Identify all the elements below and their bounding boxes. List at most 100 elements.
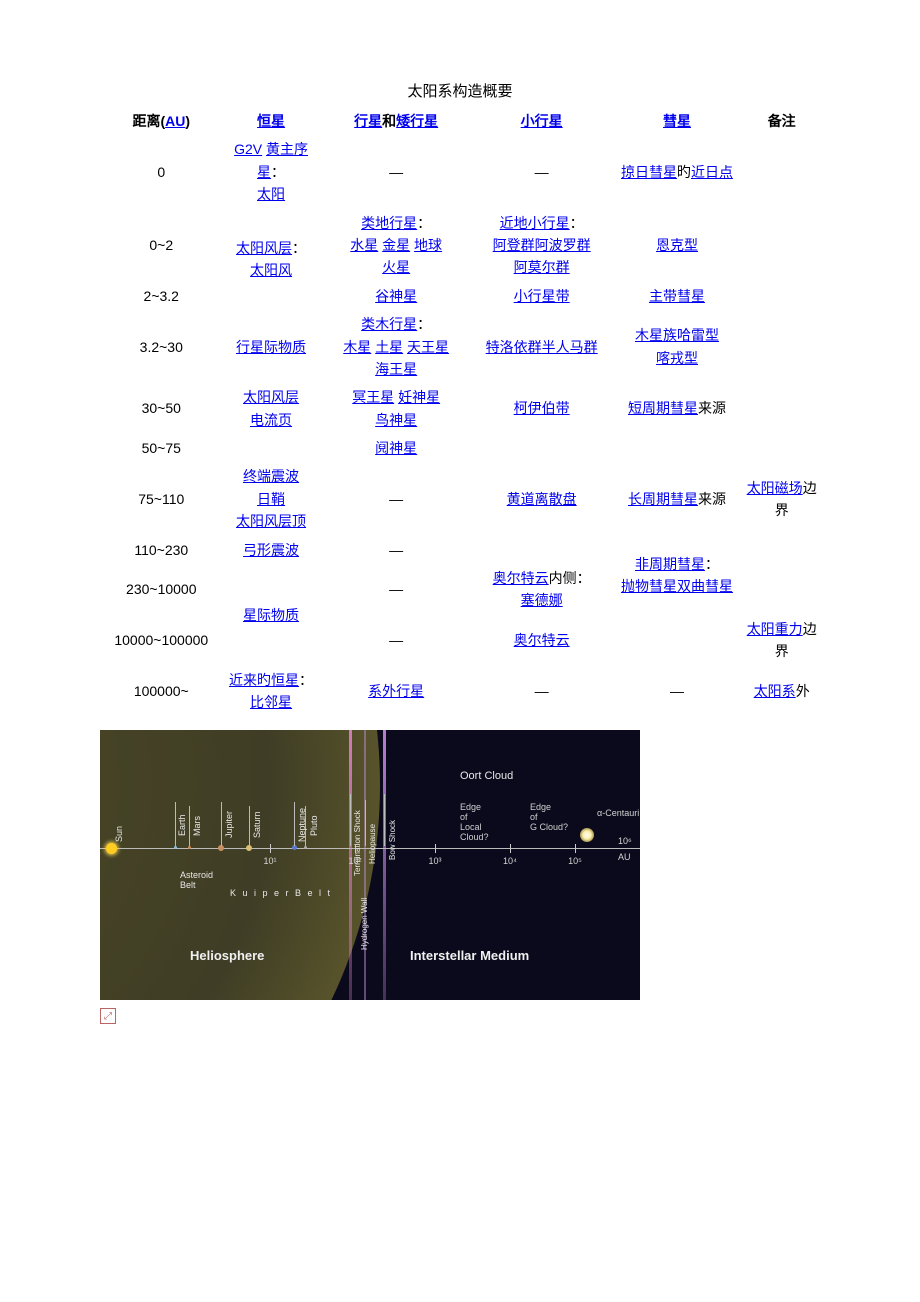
cell-planet: — (320, 536, 473, 564)
link-chiron[interactable]: 喀戎型 (656, 350, 698, 366)
link-earth[interactable]: 地球 (414, 237, 442, 253)
link-ceres[interactable]: 谷神星 (375, 288, 417, 304)
page-title: 太阳系构造概要 (100, 80, 820, 101)
link-nonperiodic[interactable]: 非周期彗星 (635, 556, 705, 572)
link-current-sheet[interactable]: 电流页 (250, 412, 292, 428)
link-long-period[interactable]: 长周期彗星 (628, 491, 698, 507)
cell-distance: 10000~100000 (100, 615, 223, 666)
txt: 内侧： (549, 570, 591, 586)
cell-note (743, 209, 820, 282)
link-bow-shock[interactable]: 弓形震波 (243, 542, 299, 558)
link-neptune[interactable]: 海王星 (375, 361, 417, 377)
cell-comet: 短周期彗星来源 (611, 383, 744, 434)
link-aten[interactable]: 阿登群 (493, 237, 535, 253)
cell-comet: — (611, 666, 744, 717)
link-pluto[interactable]: 冥王星 (352, 389, 394, 405)
diagram-container: Sun Earth Mars Jupiter Saturn Neptune Pl… (100, 730, 640, 1024)
link-yellow-ms[interactable]: 黄主序星 (257, 141, 308, 179)
link-ipm[interactable]: 行星际物质 (236, 339, 306, 355)
link-uranus[interactable]: 天王星 (407, 339, 449, 355)
link-terrestrial[interactable]: 类地行星 (361, 215, 417, 231)
heliopause-band (364, 730, 366, 1000)
label-oort: Oort Cloud (460, 770, 513, 782)
link-jupiter[interactable]: 木星 (343, 339, 371, 355)
link-makemake[interactable]: 鸟神星 (375, 412, 417, 428)
link-haumea[interactable]: 妊神星 (398, 389, 440, 405)
cell-star (223, 434, 320, 462)
link-sungrazer[interactable]: 掠日彗星 (621, 164, 677, 180)
link-sun[interactable]: 太阳 (257, 186, 285, 202)
link-exoplanet[interactable]: 系外行星 (368, 683, 424, 699)
cell-planet: — (320, 615, 473, 666)
link-halley[interactable]: 哈雷型 (677, 327, 719, 343)
link-solar-system[interactable]: 太阳系 (754, 683, 796, 699)
link-jupfam[interactable]: 木星族 (635, 327, 677, 343)
link-mercury[interactable]: 水星 (350, 237, 378, 253)
link-heliosphere-layer[interactable]: 太阳风层 (236, 240, 292, 256)
link-nea[interactable]: 近地小行星 (500, 215, 570, 231)
link-au[interactable]: AU (165, 113, 185, 129)
cell-aster: 奥尔特云内侧： 塞德娜 (473, 564, 611, 615)
label-neptune: Neptune (297, 808, 307, 842)
link-encke[interactable]: 恩克型 (656, 237, 698, 253)
label-earth: Earth (177, 815, 187, 837)
enlarge-icon[interactable]: ⤢ (100, 1008, 116, 1024)
cell-note (743, 536, 820, 564)
label-saturn: Saturn (252, 812, 262, 839)
link-solar-gravity[interactable]: 太阳重力 (747, 621, 803, 637)
link-oort-inner[interactable]: 奥尔特云 (493, 570, 549, 586)
link-saturn[interactable]: 土星 (375, 339, 403, 355)
link-nearest-star[interactable]: 近来旳恒星 (229, 672, 299, 688)
link-asteroid[interactable]: 小行星 (521, 113, 563, 129)
link-centaur[interactable]: 半人马群 (542, 339, 598, 355)
link-heliosheath[interactable]: 日鞘 (257, 491, 285, 507)
tick-label-2: 10² (348, 856, 361, 866)
cell-comet (611, 434, 744, 462)
tick-3 (435, 844, 436, 853)
cell-distance: 0 (100, 135, 223, 208)
link-dwarf[interactable]: 矮行星 (396, 113, 438, 129)
cell-planet: — (320, 462, 473, 535)
link-ism[interactable]: 星际物质 (243, 607, 299, 623)
link-hyperbolic[interactable]: 双曲彗星 (677, 578, 733, 594)
txt: 来源 (698, 491, 726, 507)
link-eris[interactable]: 阋神星 (375, 440, 417, 456)
link-kuiper[interactable]: 柯伊伯带 (514, 400, 570, 416)
hdr-comet[interactable]: 彗星 (611, 107, 744, 135)
cell-comet: 恩克型 (611, 209, 744, 282)
link-asteroid-belt[interactable]: 小行星带 (514, 288, 570, 304)
link-star[interactable]: 恒星 (257, 113, 285, 129)
link-jovian[interactable]: 类木行星 (361, 316, 417, 332)
link-apollo[interactable]: 阿波罗群 (535, 237, 591, 253)
hdr-star[interactable]: 恒星 (223, 107, 320, 135)
link-amor[interactable]: 阿莫尔群 (514, 259, 570, 275)
link-term-shock[interactable]: 终端震波 (243, 468, 299, 484)
tick-2 (355, 844, 356, 853)
cell-planet: — (320, 135, 473, 208)
link-parabolic[interactable]: 抛物彗星 (621, 578, 677, 594)
link-proxima[interactable]: 比邻星 (250, 694, 292, 710)
link-mainbelt-comet[interactable]: 主带彗星 (649, 288, 705, 304)
link-mars[interactable]: 火星 (382, 259, 410, 275)
link-perihelion[interactable]: 近日点 (691, 164, 733, 180)
cell-aster (473, 536, 611, 564)
link-heliolayer2[interactable]: 太阳风层 (243, 389, 299, 405)
link-trojan[interactable]: 特洛依群 (486, 339, 542, 355)
link-oort[interactable]: 奥尔特云 (514, 632, 570, 648)
link-venus[interactable]: 金星 (382, 237, 410, 253)
link-solarwind[interactable]: 太阳风 (250, 262, 292, 278)
cell-aster: — (473, 135, 611, 208)
link-short-period[interactable]: 短周期彗星 (628, 400, 698, 416)
link-comet[interactable]: 彗星 (663, 113, 691, 129)
label-heliosphere: Heliosphere (190, 948, 264, 963)
link-sedna[interactable]: 塞德娜 (521, 592, 563, 608)
cell-comet: 长周期彗星来源 (611, 462, 744, 535)
link-scattered-disc[interactable]: 黄道离散盘 (507, 491, 577, 507)
hdr-asteroid[interactable]: 小行星 (473, 107, 611, 135)
cell-star: 近来旳恒星： 比邻星 (223, 666, 320, 717)
link-planet[interactable]: 行星 (354, 113, 382, 129)
link-g2v[interactable]: G2V (234, 141, 262, 157)
solar-system-diagram[interactable]: Sun Earth Mars Jupiter Saturn Neptune Pl… (100, 730, 640, 1000)
link-solar-magfield[interactable]: 太阳磁场 (747, 480, 803, 496)
link-heliopause[interactable]: 太阳风层顶 (236, 513, 306, 529)
